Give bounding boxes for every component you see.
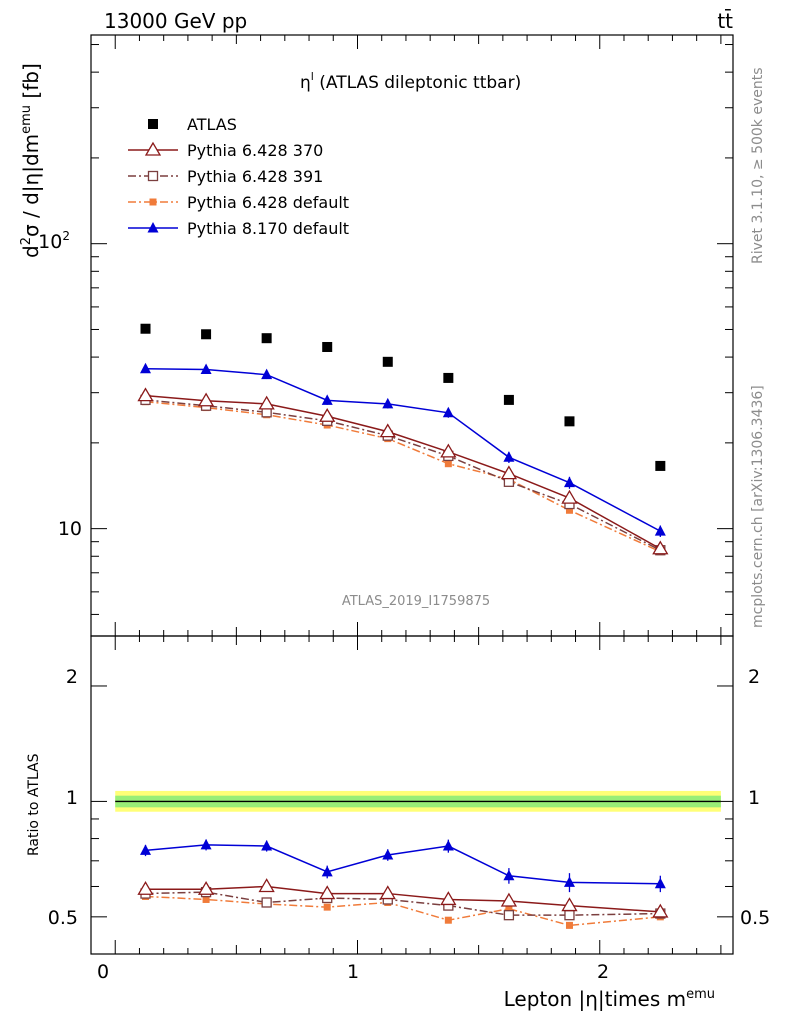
legend-label-pythia-8-170-default: Pythia 8.170 default [187,219,349,238]
ratio-point-pythia-8-170-default [321,865,333,877]
ratio-point-pythia-8-170-default [503,869,515,881]
main-ytick-100: 102 [38,229,70,253]
point-pythia-6-428-370 [258,395,275,410]
legend: ATLAS Pythia 6.428 370 Pythia 6.428 391 Pyt… [128,115,349,238]
ratio-line-pythia-8-170-default [145,844,661,885]
legend-marker-pythia-6-428-370 [144,141,162,156]
point-pythia-6-428-default [444,460,452,468]
side-label-mcplots: mcplots.cern.ch [arXiv:1306.3436] [750,385,766,628]
ratio-point-pythia-6-428-370 [258,878,275,893]
series-line-pythia-8-170-default [145,368,661,532]
point-pythia-8-170-default [654,525,666,536]
legend-label-pythia-6-428-370: Pythia 6.428 370 [187,141,323,160]
ratio-point-pythia-6-428-370 [197,880,215,895]
point-pythia-6-428-370 [652,540,669,555]
ratio-series-layer [137,838,669,929]
point-pythia-8-170-default [140,362,152,374]
ratio-panel-frame [90,635,734,955]
point-atlas [382,356,393,367]
legend-marker-atlas [148,119,158,129]
point-atlas [564,416,575,427]
ratio-ytick-right-0.5: 0.5 [740,907,770,929]
legend-marker-pythia-6-428-391 [147,170,159,182]
point-pythia-6-428-370 [440,443,457,458]
legend-label-pythia-6-428-391: Pythia 6.428 391 [187,167,323,186]
ratio-point-pythia-8-170-default [563,876,575,887]
series-line-pythia-6-428-370 [145,394,661,550]
ratio-point-pythia-6-428-370 [379,885,396,900]
ratio-point-pythia-6-428-370 [500,892,518,907]
x-axis-label: Lepton |η|times memu [504,987,715,1011]
ratio-point-pythia-8-170-default [261,840,273,851]
main-ytick-10: 10 [58,518,82,540]
legend-marker-pythia-8-170-default [147,222,159,233]
point-atlas [201,329,212,340]
ratio-ytick-0.5: 0.5 [48,907,78,929]
point-atlas [503,394,514,405]
point-pythia-8-170-default [200,363,212,374]
ratio-ytick-2: 2 [66,666,78,688]
legend-label-atlas: ATLAS [187,115,237,134]
ratio-ytick-right-1: 1 [748,787,760,809]
plot-title: ηl (ATLAS dileptonic ttbar) [300,70,521,93]
point-pythia-6-428-370 [137,387,154,402]
ratio-point-pythia-6-428-391 [564,910,575,921]
point-atlas [140,323,151,334]
ratio-point-pythia-6-428-370 [561,897,578,912]
energy-label: 13000 GeV pp [104,9,247,33]
point-pythia-6-428-370 [319,407,336,422]
ratio-ytick-right-2: 2 [748,666,760,688]
axis-ticks [90,35,733,955]
ratio-point-pythia-8-170-default [442,840,454,851]
ratio-point-pythia-6-428-391 [503,910,515,921]
side-label-rivet: Rivet 3.1.10, ≥ 500k events [750,67,766,264]
point-pythia-8-170-default [503,451,515,462]
ratio-ytick-1: 1 [66,787,78,809]
point-pythia-6-428-370 [500,465,518,480]
ratio-point-pythia-6-428-default [505,905,513,913]
xtick-1: 1 [347,961,359,983]
point-pythia-6-428-370 [197,392,215,407]
point-pythia-8-170-default [321,394,333,405]
point-pythia-8-170-default [261,368,273,380]
ratio-point-pythia-6-428-370 [652,903,669,918]
ratio-point-pythia-8-170-default [382,848,394,860]
ratio-point-pythia-6-428-default [202,895,210,903]
ratio-line-pythia-6-428-370 [145,885,661,913]
ratio-point-pythia-8-170-default [200,838,212,850]
ratio-ylabel: Ratio to ATLAS [26,753,42,856]
legend-marker-pythia-6-428-default [149,198,157,206]
point-atlas [655,460,666,471]
ratio-point-pythia-6-428-default [323,903,331,911]
ratio-point-pythia-6-428-default [565,921,573,929]
analysis-id: ATLAS_2019_I1759875 [342,594,490,609]
point-atlas [261,333,272,344]
ratio-point-pythia-6-428-default [444,916,452,924]
ratio-point-pythia-6-428-370 [440,891,457,906]
point-pythia-8-170-default [563,476,575,488]
series-line-pythia-6-428-391 [145,399,661,551]
point-pythia-8-170-default [442,406,454,418]
main-series-layer [137,323,669,556]
xtick-2: 2 [597,961,609,983]
process-label: tt̄ [717,8,733,33]
point-atlas [443,372,454,383]
point-atlas [322,341,333,352]
series-line-pythia-6-428-default [145,400,661,553]
ratio-point-pythia-8-170-default [654,877,666,889]
main-ylabel: d2σ / d|η|dmemu [fb] [19,63,43,258]
point-pythia-6-428-default [565,506,573,514]
ratio-point-pythia-6-428-370 [137,880,154,895]
point-pythia-8-170-default [382,397,394,409]
ratio-point-pythia-6-428-370 [319,885,336,900]
ratio-uncertainty-band [115,790,721,812]
legend-label-pythia-6-428-default: Pythia 6.428 default [187,193,349,212]
ratio-point-pythia-6-428-391 [261,897,272,908]
xtick-0: 0 [97,961,109,983]
point-pythia-6-428-370 [379,423,396,438]
ratio-point-pythia-8-170-default [140,844,152,855]
point-pythia-6-428-370 [561,489,578,504]
